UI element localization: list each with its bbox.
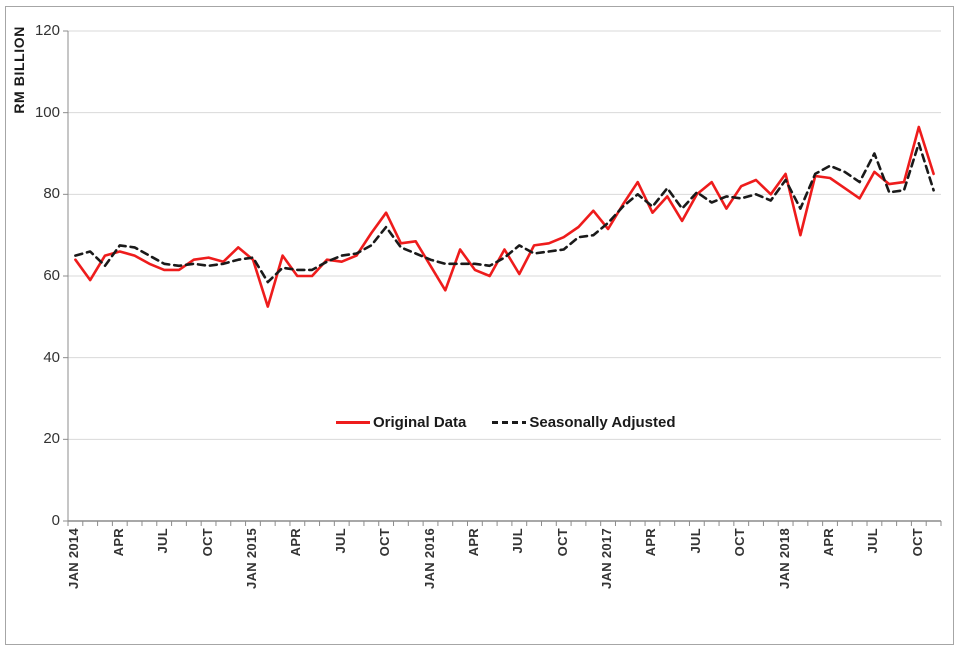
x-tick-label: JAN 2015	[243, 528, 259, 589]
x-tick-label: OCT	[377, 528, 393, 557]
x-tick-label: APR	[465, 528, 481, 557]
original-data-line	[74, 125, 935, 308]
x-tick-label: JAN 2016	[421, 528, 437, 589]
x-tick-label: OCT	[554, 528, 570, 557]
y-tick-label: 40	[43, 348, 60, 366]
legend-label-seasonally-adjusted: Seasonally Adjusted	[529, 414, 676, 431]
x-tick-label: JAN 2018	[776, 528, 792, 589]
y-tick-label: 100	[34, 103, 60, 121]
x-tick-label: APR	[821, 528, 837, 557]
legend-line-original-data-icon	[336, 421, 370, 424]
legend: Original Data Seasonally Adjusted	[336, 414, 676, 431]
x-tick-label: APR	[288, 528, 304, 557]
y-tick-label: 80	[43, 185, 60, 203]
y-tick-label: 120	[34, 22, 60, 39]
x-tick-label: OCT	[199, 528, 215, 557]
legend-label-original-data: Original Data	[373, 414, 467, 431]
y-tick-label: 0	[51, 512, 60, 529]
legend-item-seasonally-adjusted: Seasonally Adjusted	[492, 414, 676, 431]
chart-frame	[5, 6, 954, 645]
x-tick-label: OCT	[732, 528, 748, 557]
x-tick-label: JAN 2014	[66, 528, 82, 589]
y-tick-label: 20	[43, 430, 60, 448]
x-tick-label: JUL	[687, 528, 703, 554]
x-tick-label: JUL	[510, 528, 526, 554]
x-tick-label: OCT	[909, 528, 925, 557]
y-tick-label: 60	[43, 267, 60, 284]
legend-item-original-data: Original Data	[336, 414, 466, 431]
legend-line-seasonally-adjusted-icon	[492, 421, 527, 424]
x-tick-label: JAN 2017	[599, 528, 615, 589]
x-tick-label: JUL	[155, 528, 171, 554]
x-tick-label: APR	[643, 528, 659, 557]
x-tick-label: JUL	[332, 528, 348, 554]
x-tick-label: JUL	[865, 528, 881, 554]
seasonally-adjusted-line	[74, 142, 935, 284]
x-tick-label: APR	[110, 528, 126, 557]
